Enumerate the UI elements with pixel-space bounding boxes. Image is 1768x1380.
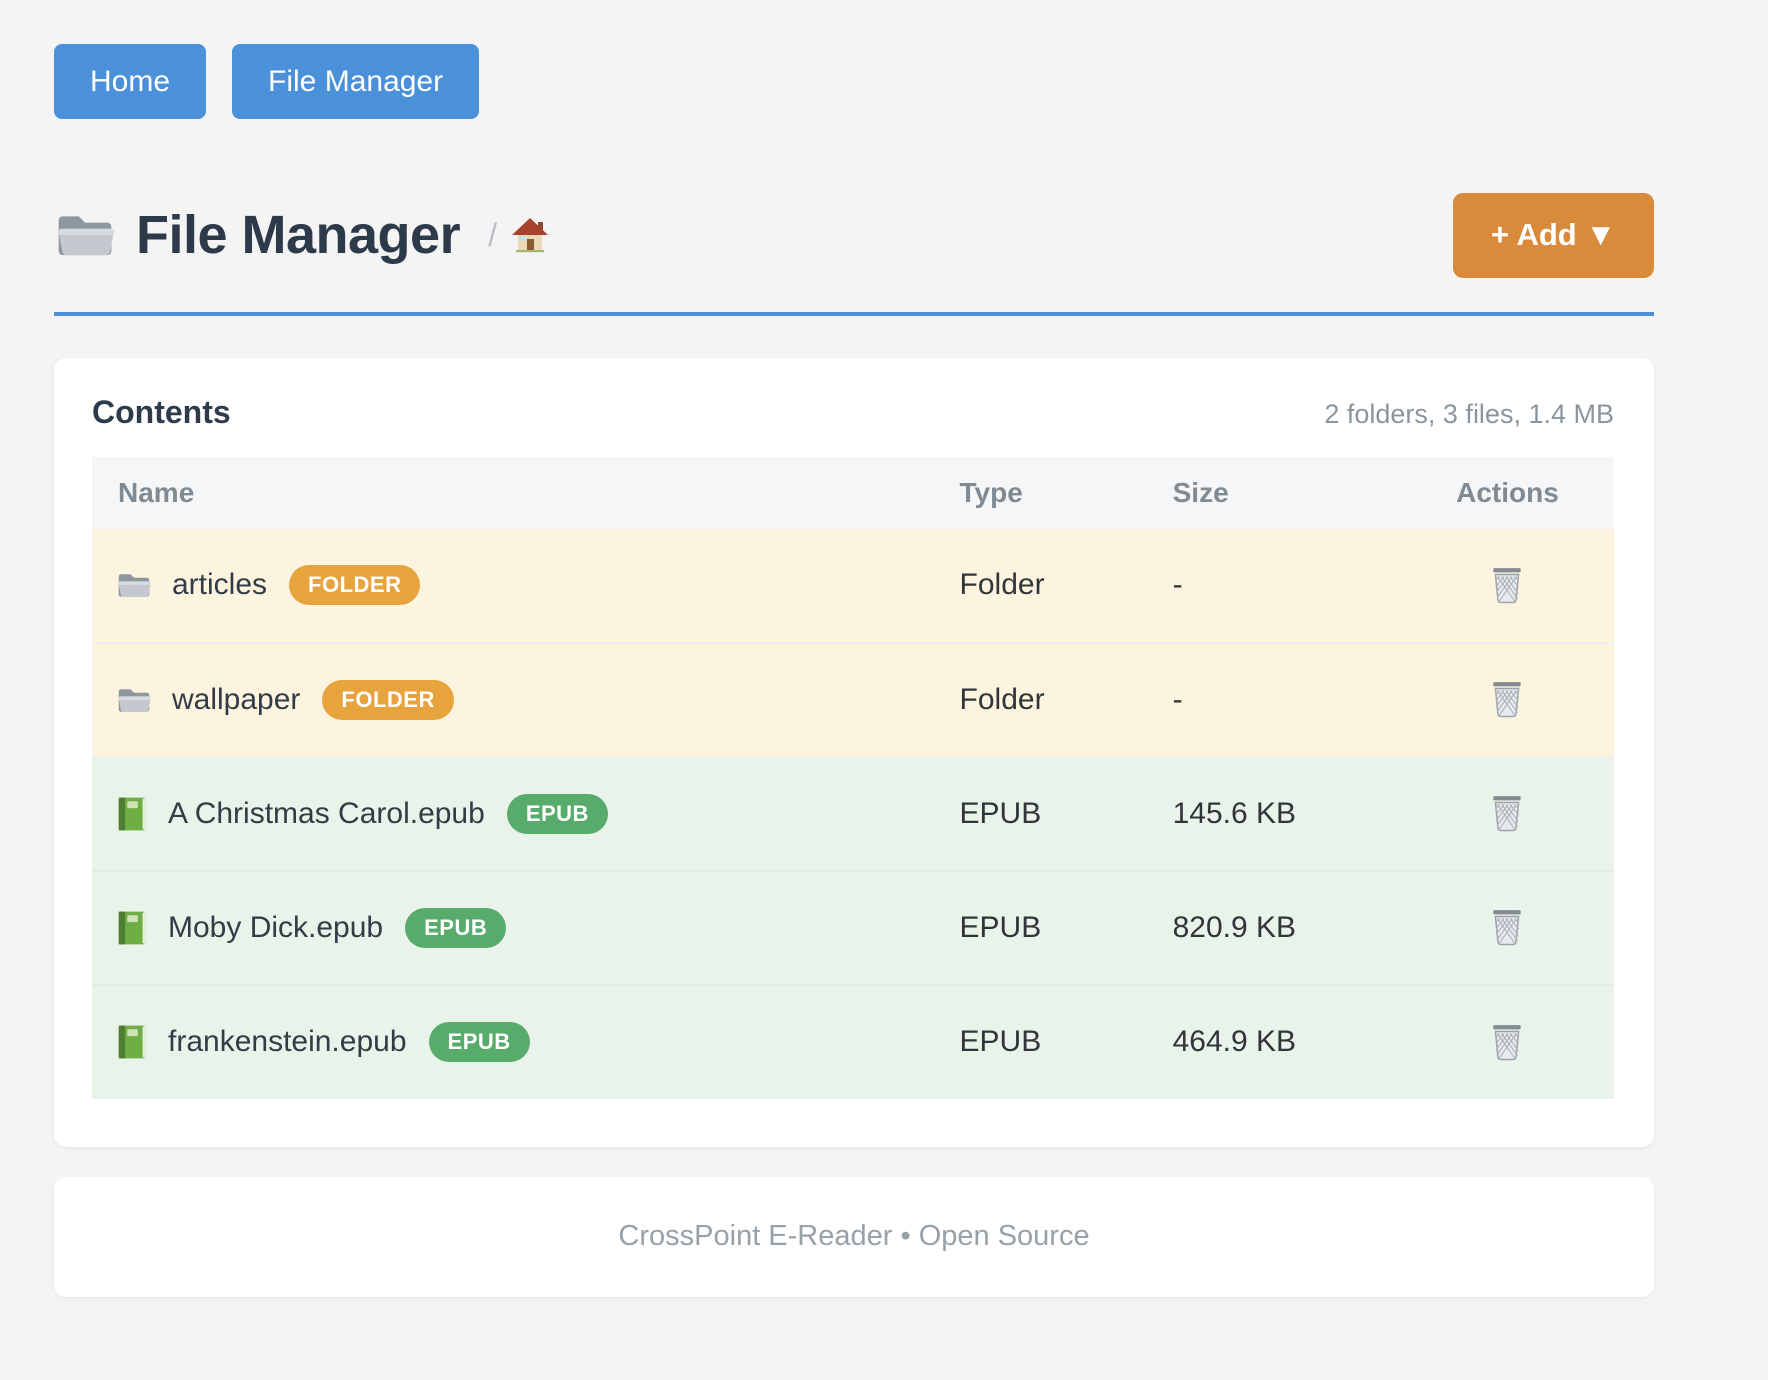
entry-name[interactable]: wallpaper <box>172 682 301 716</box>
add-button[interactable]: + Add ▼ <box>1452 193 1654 278</box>
table-row: frankenstein.epub EPUB EPUB 464.9 KB <box>92 983 1614 1099</box>
type-badge: FOLDER <box>289 565 421 606</box>
row-type-icon <box>116 910 148 946</box>
breadcrumb-separator: / <box>488 216 497 253</box>
row-type-icon <box>116 684 152 716</box>
page: Home File Manager File Manager / + Add ▼… <box>54 0 1654 1297</box>
trash-icon <box>1489 1022 1525 1062</box>
column-header-size: Size <box>1172 476 1229 508</box>
size-cell: 464.9 KB <box>1172 983 1401 1099</box>
type-cell: EPUB <box>959 755 1173 871</box>
size-cell: - <box>1172 641 1401 757</box>
entry-name[interactable]: frankenstein.epub <box>168 1025 407 1059</box>
title-divider <box>54 311 1654 316</box>
footer-text: CrossPoint E-Reader • Open Source <box>618 1220 1090 1253</box>
column-header-name: Name <box>118 476 195 508</box>
delete-button[interactable] <box>1485 789 1529 837</box>
size-cell: - <box>1172 568 1183 602</box>
name-cell: A Christmas Carol.epub EPUB <box>92 793 960 834</box>
name-cell: articles FOLDER <box>92 565 960 606</box>
table-header-row: Name Type Size Actions <box>92 456 1614 529</box>
house-icon[interactable] <box>511 217 549 253</box>
home-button[interactable]: Home <box>54 44 207 119</box>
trash-icon <box>1489 793 1525 833</box>
entry-name[interactable]: Moby Dick.epub <box>168 910 384 944</box>
contents-card: Contents 2 folders, 3 files, 1.4 MB Name… <box>54 357 1654 1147</box>
page-title: File Manager <box>136 205 461 266</box>
row-type-icon <box>116 1024 148 1060</box>
trash-icon <box>1489 565 1525 605</box>
type-cell: EPUB <box>959 869 1173 985</box>
table-row: A Christmas Carol.epub EPUB EPUB 145.6 K… <box>92 755 1614 871</box>
column-header-type: Type <box>959 476 1023 508</box>
trash-icon <box>1489 907 1525 947</box>
folder-icon <box>54 209 116 261</box>
contents-card-header: Contents 2 folders, 3 files, 1.4 MB <box>92 394 1614 431</box>
table-row: articles FOLDER Folder - <box>92 528 1614 643</box>
size-cell: 145.6 KB <box>1172 755 1401 871</box>
type-cell: Folder <box>959 641 1173 757</box>
delete-button[interactable] <box>1485 1018 1529 1066</box>
trash-icon <box>1489 679 1525 719</box>
table-row: Moby Dick.epub EPUB EPUB 820.9 KB <box>92 869 1614 985</box>
entry-name[interactable]: articles <box>172 568 268 602</box>
type-badge: EPUB <box>506 793 608 834</box>
type-badge: FOLDER <box>322 679 454 720</box>
row-type-icon <box>116 796 148 832</box>
name-cell: Moby Dick.epub EPUB <box>92 907 960 948</box>
size-cell: 820.9 KB <box>1172 869 1401 985</box>
name-cell: frankenstein.epub EPUB <box>92 1022 960 1063</box>
type-badge: EPUB <box>405 907 507 948</box>
delete-button[interactable] <box>1485 561 1529 609</box>
table-row: wallpaper FOLDER Folder - <box>92 641 1614 757</box>
row-type-icon <box>116 569 152 601</box>
entry-name[interactable]: A Christmas Carol.epub <box>168 796 485 830</box>
delete-button[interactable] <box>1485 903 1529 951</box>
contents-table-body: articles FOLDER Folder - wallpaper FOLDE… <box>92 528 1614 1099</box>
files-table: Name Type Size Actions articles FOLDER F… <box>92 456 1614 1099</box>
footer: CrossPoint E-Reader • Open Source <box>54 1176 1654 1297</box>
type-cell: EPUB <box>959 983 1173 1099</box>
type-cell: Folder <box>959 568 1045 602</box>
top-nav: Home File Manager <box>54 44 1654 119</box>
file-manager-button[interactable]: File Manager <box>232 44 480 119</box>
name-cell: wallpaper FOLDER <box>92 679 960 720</box>
contents-heading: Contents <box>92 393 231 430</box>
column-header-actions: Actions <box>1456 476 1559 508</box>
page-header: File Manager / + Add ▼ <box>54 193 1654 278</box>
type-badge: EPUB <box>428 1022 530 1063</box>
contents-summary: 2 folders, 3 files, 1.4 MB <box>1324 398 1614 429</box>
delete-button[interactable] <box>1485 675 1529 723</box>
